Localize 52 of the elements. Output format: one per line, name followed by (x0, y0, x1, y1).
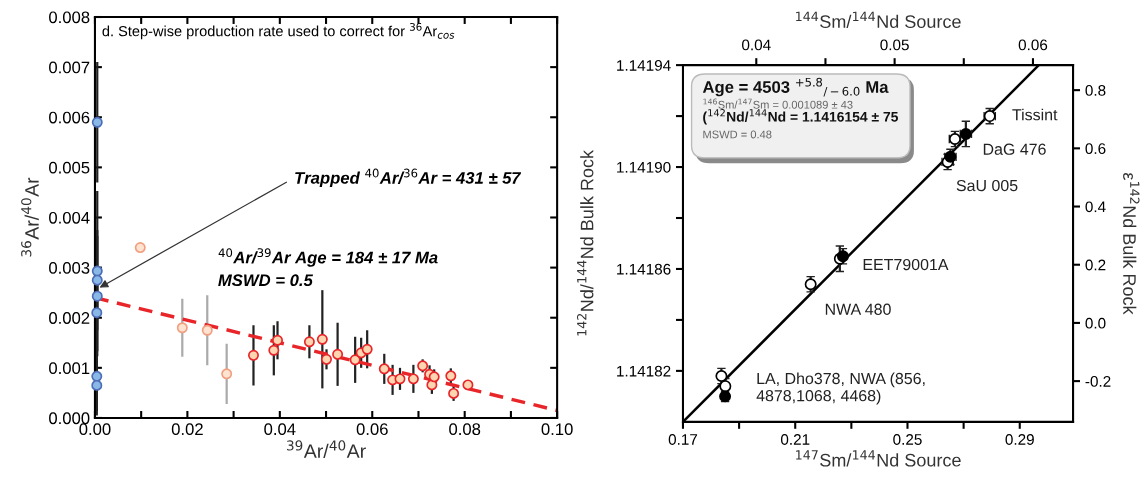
annotation: ($^{142}$Nd/$^{144}$Nd = 1.1416154 ± 75 (703, 109, 899, 125)
annotation: $^{146}$Sm/$^{147}$Sm = 0.001089 ± 43 (703, 98, 853, 109)
chart-title: d. Step-wise production rate used to correct for $^{36}$Ar$_{cos}$ (102, 23, 455, 40)
y-tick-label: 0.005 (49, 161, 90, 174)
y-tick-label: 0.008 (49, 11, 90, 24)
y2-tick-label: 0.8 (1085, 85, 1106, 96)
y-axis-title: $^{36}$Ar/$^{40}$Ar (21, 177, 39, 257)
annotation: Tissint (1012, 108, 1058, 121)
x-tick-label: 0.02 (171, 423, 203, 436)
y2-tick-label: -0.2 (1085, 375, 1111, 387)
annotation: DaG 476 (983, 143, 1046, 155)
y-tick-label: 1.14194 (617, 59, 671, 71)
x2-tick-label: 0.05 (880, 39, 909, 51)
annotation: Trapped $^{40}$Ar/$^{36}$Ar = 431 ± 57 (295, 168, 522, 188)
y-axis-title: $^{142}$Nd/$^{144}$Nd Bulk Rock (576, 149, 594, 336)
y-tick-label: 1.14186 (617, 263, 671, 275)
y2-tick-label: 0.2 (1085, 259, 1106, 271)
x-tick-label: 0.10 (541, 423, 573, 436)
x-tick-label: 0.29 (1005, 434, 1034, 445)
y-tick-label: 0.004 (49, 211, 90, 224)
x2-axis-title: $^{144}$Sm/$^{144}$Nd Source (796, 11, 961, 29)
annotation: SaU 005 (956, 179, 1018, 192)
annotation: LA, Dho378, NWA (856, 4878,1068, 4468) (756, 372, 925, 405)
annotation: MSWD = 0.48 (703, 130, 772, 139)
y-tick-label: 1.14190 (617, 161, 671, 173)
x-tick-label: 0.17 (668, 434, 698, 445)
y-tick-label: 0.007 (49, 61, 90, 74)
annotation: Age = 4503 $^{+5.8}$$_{/−6.0}$ Ma (702, 77, 889, 97)
y2-tick-label: 0.0 (1085, 317, 1106, 329)
annotation: $^{40}$Ar/$^{39}$Ar Age = 184 ± 17 Ma (218, 248, 438, 267)
y-tick-label: 0.006 (49, 111, 90, 124)
y-tick-label: 0.003 (49, 262, 90, 274)
y-tick-label: 0.001 (49, 362, 90, 375)
x-tick-label: 0.08 (449, 423, 481, 436)
y2-tick-label: 0.6 (1085, 143, 1106, 155)
x-tick-label: 0.04 (264, 423, 296, 436)
x2-tick-label: 0.06 (1018, 39, 1048, 51)
x-axis-title: $^{39}$Ar/$^{40}$Ar (287, 440, 366, 459)
annotation: MSWD = 0.5 (218, 274, 314, 287)
x-tick-label: 0.21 (780, 434, 810, 445)
x-axis-title: $^{147}$Sm/$^{144}$Nd Source (796, 450, 961, 467)
x-tick-label: 0.25 (893, 434, 922, 445)
x-tick-label: 0.00 (79, 423, 111, 436)
x2-tick-label: 0.04 (742, 39, 771, 51)
y-tick-label: 0.000 (49, 412, 90, 425)
x-tick-label: 0.06 (356, 423, 388, 436)
annotation: NWA 480 (825, 303, 891, 315)
annotation: EET79001A (863, 258, 949, 271)
y2-tick-label: 0.4 (1085, 201, 1106, 213)
y2-axis-title: ε$^{142}$Nd Bulk Rock (1123, 172, 1140, 315)
y-tick-label: 1.14182 (617, 365, 671, 377)
y-tick-label: 0.002 (49, 312, 90, 324)
